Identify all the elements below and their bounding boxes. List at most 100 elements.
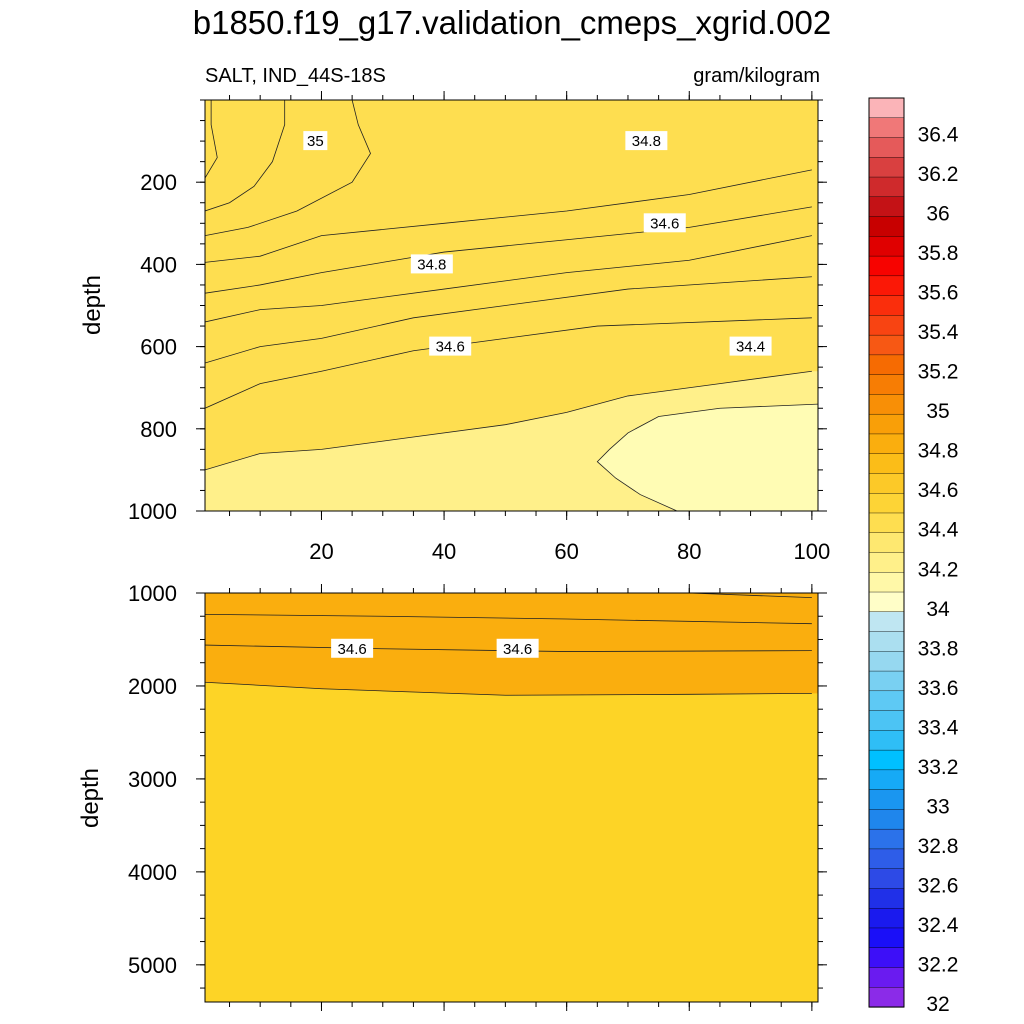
lower-y-axis-label: depth <box>77 768 104 828</box>
colorbar-label: 34.6 <box>918 479 959 502</box>
upper-contour-lines <box>205 100 818 511</box>
colorbar-swatch <box>868 670 905 692</box>
colorbar-swatch <box>868 552 905 573</box>
contour-label-box <box>303 131 328 151</box>
colorbar-label: 34.4 <box>918 519 959 542</box>
contour-line <box>205 644 812 652</box>
colorbar-label: 34.2 <box>918 558 959 581</box>
contour-line <box>205 169 812 263</box>
colorbar-label: 32 <box>926 993 949 1016</box>
colorbar-label: 33.8 <box>918 637 959 660</box>
colorbar-swatch <box>868 690 905 712</box>
colorbar-swatch <box>868 374 905 396</box>
colorbar-label: 35.6 <box>918 282 959 305</box>
contour-line <box>205 593 812 599</box>
y-tick-label: 2000 <box>128 674 177 699</box>
contour-line <box>205 370 812 471</box>
x-tick-label: 20 <box>309 539 333 564</box>
contour-fill <box>205 100 818 470</box>
contour-label: 34.4 <box>736 339 765 356</box>
colorbar-label: 33 <box>926 795 949 818</box>
upper-axis-ticks: 200 400 600 800 1000 20 40 60 80 100 <box>128 91 830 564</box>
colorbar-swatch <box>868 216 905 237</box>
upper-panel-left-string: SALT, IND_44S-18S <box>205 65 386 87</box>
y-tick-label: 4000 <box>128 860 177 885</box>
colorbar-label: 36 <box>926 203 949 226</box>
contour-label: 34.6 <box>436 339 465 356</box>
contour-line <box>205 100 286 212</box>
colorbar-swatch <box>868 473 905 494</box>
colorbar-swatch <box>868 493 905 514</box>
contour-label: 34.8 <box>632 133 661 150</box>
colorbar-swatch <box>868 848 905 870</box>
colorbar-swatch <box>868 710 905 731</box>
lower-plot-frame <box>204 592 819 1003</box>
y-tick-label: 800 <box>140 417 177 442</box>
colorbar-swatch <box>868 927 905 949</box>
colorbar-swatch <box>868 907 905 929</box>
colorbar-label: 35.2 <box>918 361 959 384</box>
colorbar-swatch <box>868 789 905 810</box>
contour-line <box>205 100 218 179</box>
colorbar-swatch <box>868 868 905 890</box>
y-tick-label: 600 <box>140 335 177 360</box>
colorbar-swatch <box>868 631 905 652</box>
contour-label-box <box>729 336 772 356</box>
colorbar-swatch <box>868 611 905 633</box>
contour-line <box>205 317 812 409</box>
contour-label: 35 <box>307 133 324 150</box>
x-tick-label: 100 <box>794 539 831 564</box>
contour-line <box>205 235 812 323</box>
colorbar-swatch <box>868 236 905 257</box>
contour-fill <box>597 404 818 511</box>
contour-label-box <box>625 131 668 151</box>
upper-contour-labels: 35 34.8 34.8 34.6 34.6 34.4 <box>303 131 772 356</box>
colorbar-swatch <box>868 413 905 435</box>
colorbar-swatch <box>868 196 905 218</box>
contour-line <box>205 681 812 696</box>
colorbar-swatch <box>868 97 905 119</box>
colorbar-swatch <box>868 334 905 356</box>
lower-contour-labels: 34.6 34.6 <box>331 638 539 658</box>
colorbar-label: 36.4 <box>918 124 959 147</box>
colorbar-swatch <box>868 453 905 475</box>
y-tick-label: 1000 <box>128 499 177 524</box>
y-tick-label: 400 <box>140 252 177 277</box>
colorbar-swatch <box>868 295 905 316</box>
colorbar-swatch <box>868 730 905 751</box>
contour-label: 34.6 <box>650 215 679 232</box>
contour-line <box>205 206 812 294</box>
colorbar-label: 32.4 <box>918 914 959 937</box>
colorbar-swatch <box>868 809 905 830</box>
colorbar-swatch <box>868 315 905 336</box>
colorbar-frame <box>868 97 905 1008</box>
y-tick-label: 5000 <box>128 953 177 978</box>
colorbar-swatch <box>868 176 905 198</box>
colorbar-swatch <box>868 967 905 988</box>
colorbar-label: 33.4 <box>918 716 959 739</box>
contour-label-box <box>643 213 686 233</box>
colorbar-label: 32.8 <box>918 835 959 858</box>
colorbar-swatch <box>868 591 905 613</box>
x-tick-label: 40 <box>432 539 456 564</box>
colorbar-swatch <box>868 769 905 791</box>
upper-contour-fills <box>205 100 818 511</box>
lower-axis-ticks: 1000 2000 3000 4000 5000 <box>128 581 827 1011</box>
colorbar-label: 36.2 <box>918 163 959 186</box>
colorbar-swatch <box>868 512 905 534</box>
contour-label-box <box>496 638 539 658</box>
contour-line <box>596 403 818 511</box>
colorbar-swatch <box>868 828 905 850</box>
colorbar-swatch <box>868 157 905 178</box>
contour-label: 34.8 <box>417 256 446 273</box>
contour-label-box <box>331 638 374 658</box>
upper-y-axis-label: depth <box>79 275 106 335</box>
colorbar-swatch <box>868 987 905 1008</box>
colorbar-swatch <box>868 255 905 277</box>
colorbar-swatch <box>868 354 905 376</box>
colorbar-swatch <box>868 433 905 455</box>
colorbar-swatch <box>868 137 905 158</box>
y-tick-label: 1000 <box>128 581 177 606</box>
colorbar-swatch <box>868 117 905 139</box>
